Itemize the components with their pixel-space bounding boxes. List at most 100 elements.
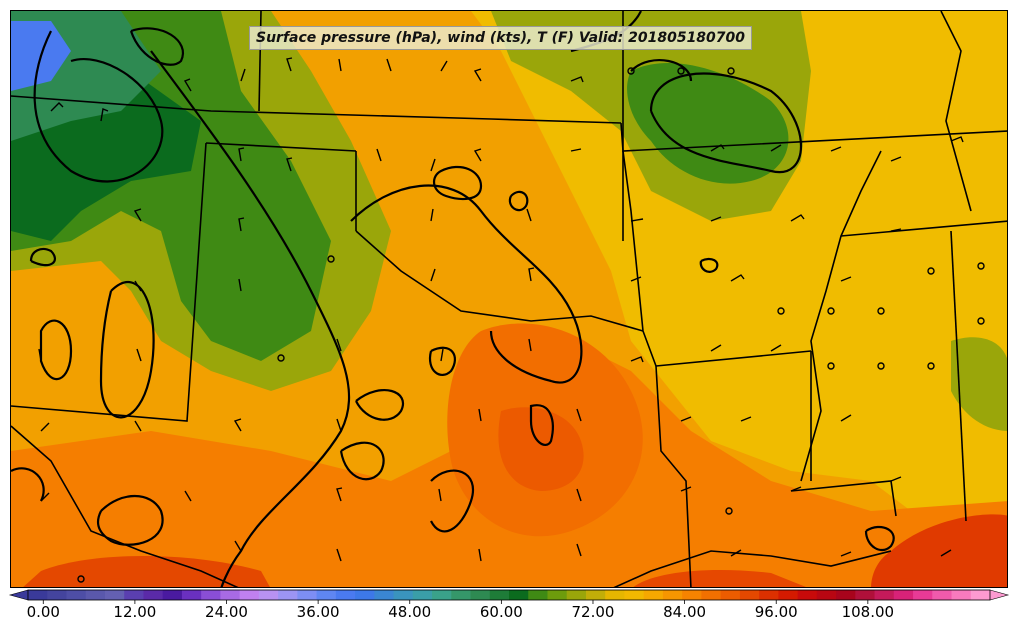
wind-barb: [478, 548, 482, 562]
wind-barb: [234, 540, 242, 552]
wind-barb: [238, 278, 242, 292]
isobar-9: [433, 165, 483, 201]
colorbar-swatch: [836, 590, 856, 600]
colorbar-extend-min: [8, 589, 29, 601]
colorbar-tick-label: 108.00: [841, 603, 895, 621]
boundary-ms-north: [840, 220, 1007, 237]
colorbar-swatch: [913, 590, 933, 600]
temperature-field-hot-gulf-east: [871, 514, 1007, 587]
wind-barb: [134, 420, 142, 432]
isobar-10: [508, 190, 529, 212]
wind-barb: [134, 280, 142, 292]
calm-circle: [725, 507, 733, 515]
boundary-nm-north: [205, 142, 357, 152]
colorbar-tick-label: 72.00: [571, 603, 615, 621]
colorbar-scale: [8, 589, 1010, 604]
colorbar-tick-label: 96.00: [754, 603, 798, 621]
wind-barb: [473, 148, 482, 162]
calm-circle: [877, 362, 885, 370]
isobar-17: [630, 59, 693, 82]
calm-circle: [327, 255, 335, 263]
isobar-20: [864, 525, 895, 552]
wind-barb: [950, 136, 964, 143]
wind-barb: [890, 228, 902, 232]
wind-barbs: [38, 57, 964, 562]
colorbar-swatch: [970, 590, 991, 600]
colorbar-swatch: [374, 590, 395, 600]
boundary-red-river: [355, 230, 644, 332]
colorbar-swatch: [932, 590, 953, 600]
wind-barb: [740, 416, 752, 422]
temperature-field-hot-central: [498, 407, 584, 491]
temperature-field-yellow-east: [471, 11, 1007, 511]
colorbar-swatch: [951, 590, 972, 600]
wind-barb: [336, 338, 342, 352]
calm-circle: [927, 267, 935, 275]
calm-circle: [77, 575, 85, 583]
colorbar-swatch: [893, 590, 914, 600]
boundary-gulf-coast: [613, 550, 892, 587]
temperature-field-hot-gulf-west: [633, 569, 806, 587]
colorbar-swatch: [335, 590, 356, 600]
wind-barb: [680, 416, 692, 422]
calm-circle: [877, 307, 885, 315]
colorbar-swatch: [585, 590, 606, 600]
isobar-7: [96, 495, 164, 546]
wind-barb: [183, 78, 192, 92]
wind-barb: [830, 146, 842, 152]
isobar-13: [355, 389, 404, 421]
boundary-rio-grande: [11, 425, 239, 587]
colorbar-swatch: [47, 590, 67, 600]
isobar-8: [350, 184, 583, 384]
wind-barb: [238, 217, 245, 232]
wind-barb: [430, 208, 434, 222]
wind-barb: [890, 476, 902, 482]
colorbar-tick-label: 48.00: [388, 603, 432, 621]
colorbar-swatch: [528, 590, 548, 600]
colorbar-swatch: [85, 590, 106, 600]
isobar-contours: [11, 11, 895, 587]
wind-barb: [630, 276, 642, 282]
wind-barb: [430, 268, 436, 282]
colorbar-swatch: [759, 590, 779, 600]
wind-barb: [790, 486, 802, 492]
wind-barb: [386, 58, 392, 72]
wind-barb: [38, 348, 42, 362]
wind-barb: [840, 276, 852, 282]
colorbar-swatch: [816, 590, 837, 600]
colorbar-swatch: [201, 590, 221, 600]
calm-circle: [977, 262, 985, 270]
wind-barb: [440, 60, 448, 72]
boundary-ok-east: [622, 150, 657, 367]
wind-barb: [890, 156, 902, 162]
wind-barb: [286, 57, 293, 72]
wind-barb: [50, 102, 64, 112]
wind-barb: [430, 158, 436, 172]
wind-barb: [338, 58, 342, 72]
colorbar-border: [27, 589, 991, 601]
wind-barb: [526, 208, 532, 222]
wind-barb: [770, 344, 782, 352]
colorbar-swatch: [451, 590, 472, 600]
boundary-nm-west: [11, 142, 207, 422]
boundary-ne-corner: [940, 11, 972, 212]
calm-circle: [827, 362, 835, 370]
colorbar-swatch: [181, 590, 202, 600]
isobar-14: [339, 441, 385, 481]
colorbar-swatch: [297, 590, 318, 600]
colorbar-swatch: [316, 590, 337, 600]
colorbar-swatch: [412, 590, 433, 600]
calm-circle: [677, 67, 685, 75]
colorbar-swatch: [124, 590, 144, 600]
colorbar-swatch: [66, 590, 87, 600]
wind-barb: [710, 216, 722, 222]
wind-barb: [840, 551, 852, 557]
wind-barb: [730, 549, 742, 557]
colorbar-swatch: [682, 590, 702, 600]
colorbar-swatch: [355, 590, 375, 600]
isobar-15: [430, 469, 474, 533]
colorbar-swatch: [662, 590, 683, 600]
wind-barb: [840, 414, 852, 422]
wind-barb: [790, 214, 805, 222]
wind-barb: [184, 490, 192, 502]
